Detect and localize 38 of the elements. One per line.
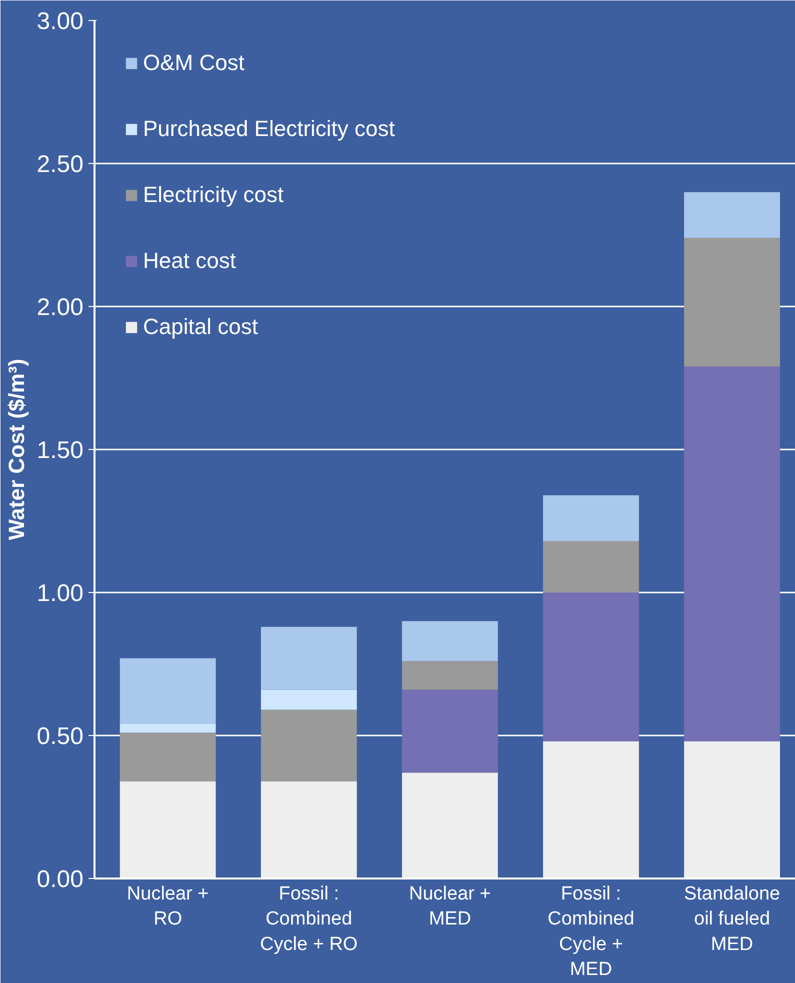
- bar: [684, 366, 780, 742]
- bar: [684, 238, 780, 367]
- bar: [402, 690, 498, 773]
- x-tick-label: Fossil : Combined Cycle + RO: [260, 884, 358, 955]
- x-tick-label: Standalone oil fueled MED: [684, 884, 780, 955]
- x-tick-label: Nuclear + RO: [126, 884, 209, 930]
- legend-label: Purchased Electricity cost: [143, 116, 395, 142]
- bar: [543, 741, 639, 878]
- bar: [543, 592, 639, 742]
- x-tick-label: Nuclear + MED: [409, 884, 491, 930]
- bar: [260, 710, 357, 782]
- bar: [120, 724, 216, 733]
- legend-label: Heat cost: [143, 248, 236, 274]
- y-tick-label: 0.50: [36, 723, 84, 750]
- bar: [260, 690, 357, 710]
- y-tick-label: 3.00: [36, 8, 84, 35]
- legend-label: Capital cost: [143, 314, 258, 340]
- bar: [684, 192, 780, 238]
- bar: [260, 626, 357, 690]
- bar: [120, 781, 216, 878]
- bar: [543, 541, 639, 592]
- y-axis-title: Water Cost ($/m³): [4, 358, 29, 540]
- y-tick-label: 1.50: [36, 437, 84, 464]
- y-tick-label: 1.00: [36, 580, 84, 607]
- x-tick-label: Fossil : Combined Cycle + MED: [548, 884, 634, 980]
- y-tick-label: 2.50: [36, 151, 84, 178]
- bar: [402, 621, 498, 662]
- bar: [120, 732, 216, 782]
- bar: [260, 781, 357, 878]
- bar: [402, 772, 498, 878]
- bar: [402, 661, 498, 690]
- bar: [543, 495, 639, 542]
- bar: [120, 658, 216, 724]
- bar: [684, 741, 780, 878]
- y-tick-label: 2.00: [36, 294, 84, 321]
- legend-label: O&M Cost: [143, 50, 244, 76]
- legend-label: Electricity cost: [143, 182, 284, 208]
- y-tick-label: 0.00: [36, 866, 84, 893]
